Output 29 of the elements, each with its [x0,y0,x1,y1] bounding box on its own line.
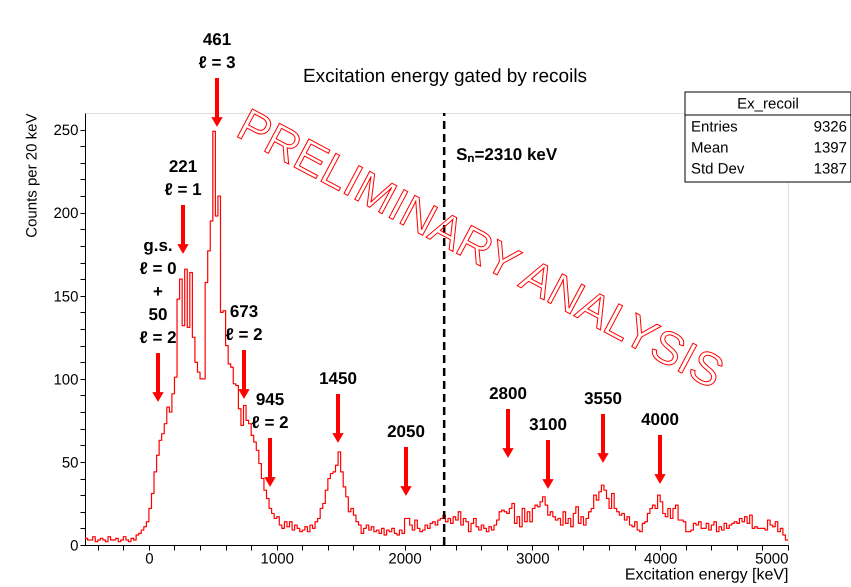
annotation: 1450 [319,369,357,388]
annotation: g.s. ℓ = 0 + 50 ℓ = 2 [139,236,177,347]
y-tick-label: 200 [53,205,78,222]
text: 461 ℓ = 3 [198,30,236,72]
y-tick-label: 0 [70,538,78,554]
text: Entries 9326 [691,118,847,136]
annotation: 2800 [489,384,527,403]
y-tick-label: 150 [53,288,78,306]
y-axis-title: Counts per 20 keV [23,114,40,238]
chart-title: Excitation energy gated by recoils [302,66,588,87]
x-tick-label: 3000 [516,550,550,568]
y-tick-label: 250 [53,122,78,140]
text: Std Dev 1387 [691,160,847,178]
annotation: 4000 [641,410,679,429]
annotation: 945 ℓ = 2 [251,390,289,432]
x-tick-label: 1000 [260,550,294,568]
annotation: 3550 [584,389,622,408]
x-axis-title: Excitation energy [keV] [624,566,788,584]
annotation: 3100 [529,415,567,434]
annotation: 221 ℓ = 1 [164,157,202,199]
x-tick-label: 4000 [644,550,678,568]
y-tick-label: 50 [62,454,78,472]
x-tick-label: 0 [145,550,154,568]
y-tick-label: 100 [53,371,78,388]
x-tick-label: 5000 [755,550,788,568]
text: Mean 1397 [691,140,847,156]
annotation: 2050 [387,422,425,441]
x-tick-label: 2000 [388,550,422,568]
text: Ex_recoil [737,96,799,112]
